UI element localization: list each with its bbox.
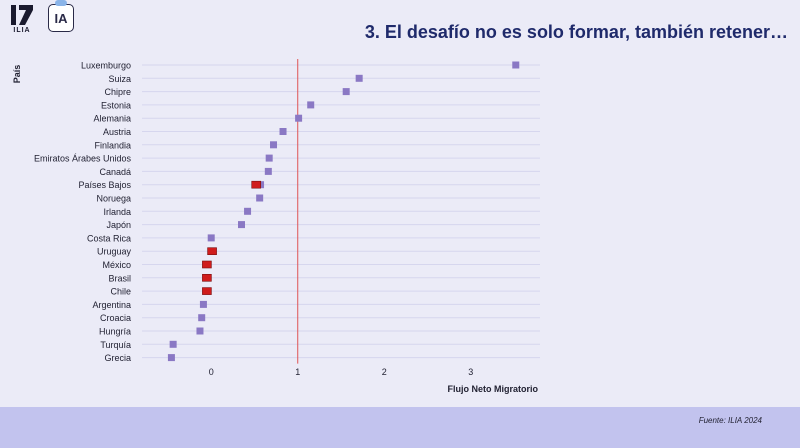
ilia-logo: ILIA: [8, 4, 36, 34]
highlighted-point: [251, 180, 262, 189]
source-note: Fuente: ILIA 2024: [698, 416, 762, 425]
y-tick-label: Irlanda: [103, 207, 131, 217]
x-tick-label: 3: [468, 367, 473, 377]
data-point: [295, 114, 303, 122]
y-tick-label: Chile: [110, 287, 131, 297]
data-point: [167, 354, 175, 362]
y-axis-label: País: [12, 65, 22, 84]
highlighted-point: [202, 287, 212, 295]
y-tick-label: Noruega: [96, 194, 131, 204]
data-point: [270, 141, 278, 149]
y-tick-label: Finlandia: [94, 140, 131, 150]
y-tick-label: Estonia: [101, 100, 131, 110]
migration-chart: Luxemburgo Suiza Chipre Estonia Alemania Aust…: [12, 59, 540, 394]
data-point: [198, 314, 206, 322]
x-tick-label: 0: [209, 367, 214, 377]
y-tick-label: Chipre: [104, 87, 131, 97]
data-point: [256, 194, 264, 202]
data-point: [207, 234, 215, 242]
data-point: [355, 74, 363, 82]
slide-title: 3. El desafío no es solo formar, también…: [364, 22, 788, 42]
data-point: [512, 61, 520, 69]
data-point: [238, 221, 245, 229]
y-tick-label: Costa Rica: [87, 233, 131, 243]
data-point: [307, 101, 315, 109]
highlighted-point: [202, 260, 212, 269]
y-tick-label: Emiratos Árabes Unidos: [34, 154, 132, 164]
data-point: [264, 167, 272, 175]
footer-band: [0, 407, 800, 448]
data-point: [279, 128, 287, 135]
data-point: [342, 88, 350, 96]
data-point: [244, 207, 252, 215]
x-axis-label: Flujo Neto Migratorio: [448, 384, 539, 394]
data-point: [196, 327, 204, 335]
y-tick-label: Turquía: [100, 340, 131, 350]
y-tick-label: Canadá: [99, 167, 131, 177]
y-tick-label: Grecia: [104, 353, 131, 363]
ia-logo-text: IA: [54, 11, 68, 26]
y-tick-label: Japón: [106, 220, 131, 230]
ilia-logo-text: ILIA: [13, 27, 31, 34]
y-tick-label: Alemania: [93, 114, 131, 124]
x-tick-label: 1: [295, 367, 300, 377]
y-tick-label: Países Bajos: [78, 180, 131, 190]
y-tick-label: Croacia: [100, 313, 131, 323]
highlighted-point: [207, 247, 217, 255]
ia-logo: IA: [48, 0, 74, 32]
y-tick-label: Suiza: [108, 74, 131, 84]
y-tick-label: Austria: [103, 127, 131, 137]
y-tick-label: Brasil: [108, 273, 131, 283]
data-point: [169, 340, 177, 348]
y-tick-label: Luxemburgo: [81, 61, 131, 71]
ilia-logo-icon: [11, 5, 33, 25]
data-point: [199, 300, 207, 308]
data-point: [265, 154, 273, 162]
x-tick-label: 2: [382, 367, 387, 377]
highlighted-point: [202, 273, 212, 282]
y-tick-label: Hungría: [99, 327, 131, 337]
y-tick-label: Uruguay: [97, 247, 132, 257]
ia-logo-tag-icon: [55, 0, 67, 6]
y-tick-label: México: [102, 260, 131, 270]
y-tick-label: Argentina: [92, 300, 131, 310]
